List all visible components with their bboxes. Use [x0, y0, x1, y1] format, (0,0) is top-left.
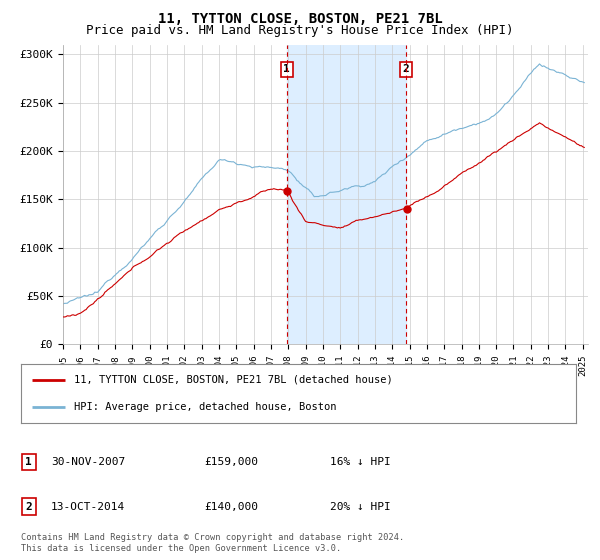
Text: 13-OCT-2014: 13-OCT-2014 [51, 502, 125, 512]
Text: £159,000: £159,000 [204, 457, 258, 467]
Text: 2: 2 [403, 64, 409, 74]
Text: 1: 1 [283, 64, 290, 74]
Text: 11, TYTTON CLOSE, BOSTON, PE21 7BL (detached house): 11, TYTTON CLOSE, BOSTON, PE21 7BL (deta… [74, 375, 392, 385]
Text: 11, TYTTON CLOSE, BOSTON, PE21 7BL: 11, TYTTON CLOSE, BOSTON, PE21 7BL [158, 12, 442, 26]
Text: 30-NOV-2007: 30-NOV-2007 [51, 457, 125, 467]
Text: Price paid vs. HM Land Registry's House Price Index (HPI): Price paid vs. HM Land Registry's House … [86, 24, 514, 37]
Text: 16% ↓ HPI: 16% ↓ HPI [330, 457, 391, 467]
Text: £140,000: £140,000 [204, 502, 258, 512]
Text: HPI: Average price, detached house, Boston: HPI: Average price, detached house, Bost… [74, 402, 336, 412]
Text: 20% ↓ HPI: 20% ↓ HPI [330, 502, 391, 512]
Text: 1: 1 [25, 457, 32, 467]
Bar [287, 45, 406, 344]
Text: Contains HM Land Registry data © Crown copyright and database right 2024.
This d: Contains HM Land Registry data © Crown c… [21, 533, 404, 553]
Text: 2: 2 [25, 502, 32, 512]
